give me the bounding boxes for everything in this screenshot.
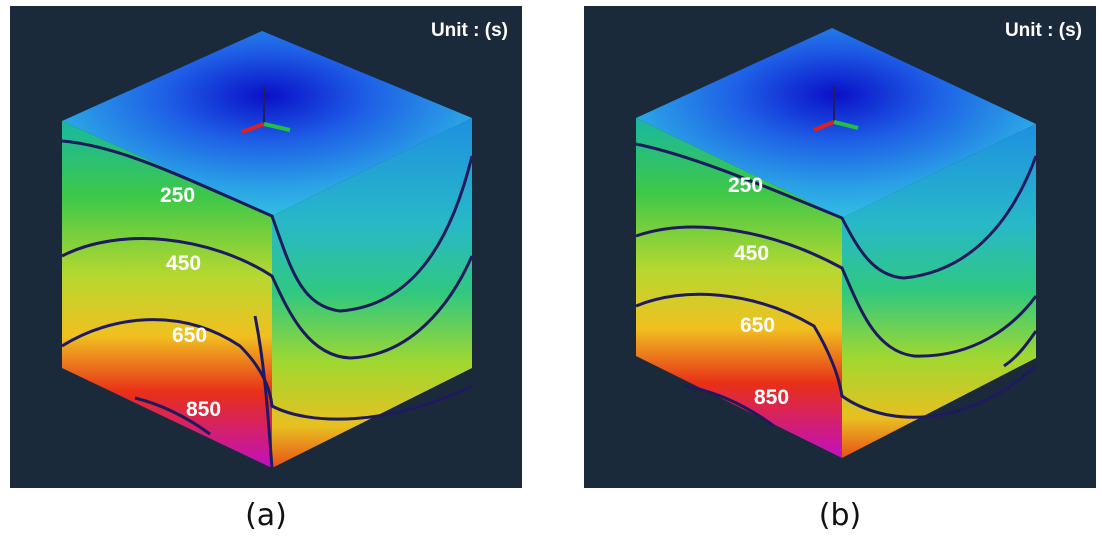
panel-a: 250 450 650 850 Unit : (s)	[10, 6, 522, 488]
caption-b: (b)	[818, 498, 862, 533]
cube-hot-region	[636, 296, 842, 458]
cube-b: 250 450 650 850	[635, 28, 1038, 458]
unit-label: Unit : (s)	[1004, 20, 1082, 41]
axis-triad-icon	[241, 86, 291, 134]
contour-lines	[61, 139, 474, 469]
cube-a: 250 450 650 850	[61, 31, 474, 469]
contour-label-1: 250	[160, 184, 195, 207]
cube-hot-region	[62, 306, 272, 468]
cube-right-face	[842, 124, 1036, 458]
cube-right-face	[272, 118, 472, 468]
panel-b: 250 450 650 850 Unit : (s)	[584, 6, 1096, 488]
contour-label-2: 450	[166, 252, 201, 275]
axis-triad-icon	[813, 86, 859, 132]
unit-label: Unit : (s)	[430, 20, 508, 41]
contour-label-4: 850	[186, 398, 221, 421]
contour-label-3: 650	[740, 314, 775, 337]
caption-a: (a)	[245, 498, 287, 533]
contour-label-1: 250	[728, 174, 763, 197]
contour-label-2: 450	[734, 242, 769, 265]
contour-label-3: 650	[172, 324, 207, 347]
contour-label-4: 850	[754, 386, 789, 409]
contour-lines	[635, 142, 1038, 428]
